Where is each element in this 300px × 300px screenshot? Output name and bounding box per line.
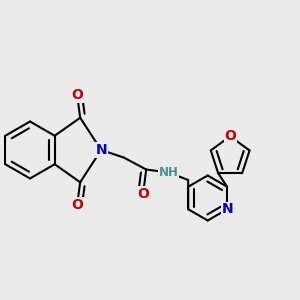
Text: O: O bbox=[224, 129, 236, 143]
Text: O: O bbox=[71, 88, 83, 102]
Text: O: O bbox=[137, 187, 149, 200]
Text: O: O bbox=[71, 198, 83, 212]
Text: NH: NH bbox=[159, 166, 178, 179]
Text: N: N bbox=[221, 202, 233, 216]
Text: N: N bbox=[95, 143, 107, 157]
